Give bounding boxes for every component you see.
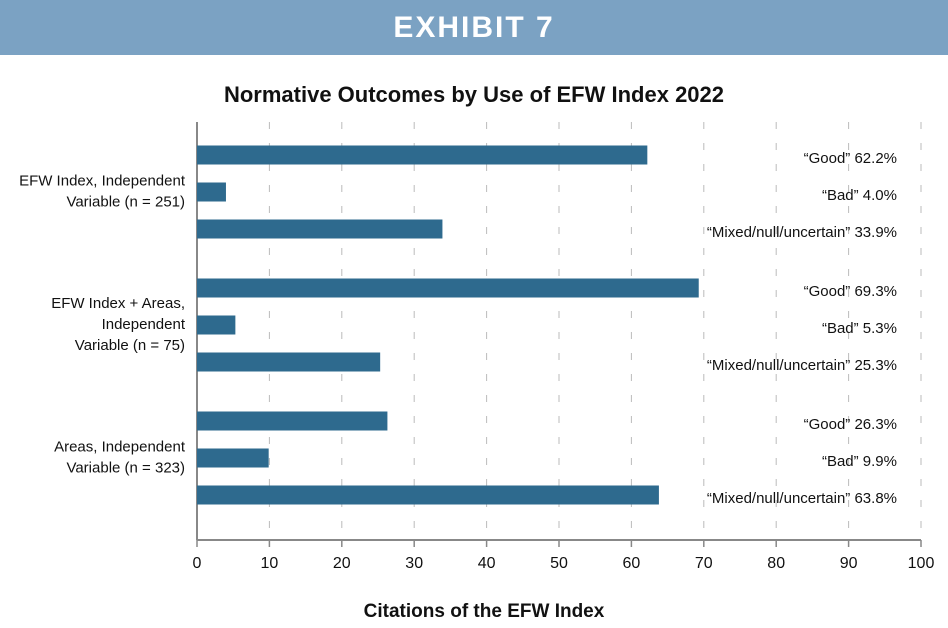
bar bbox=[197, 278, 699, 298]
y-tick-label: Areas, Independent bbox=[54, 438, 186, 455]
x-tick-label: 100 bbox=[908, 555, 935, 572]
data-label: “Bad” 9.9% bbox=[822, 453, 897, 470]
x-tick-label: 10 bbox=[261, 555, 279, 572]
y-tick-label: EFW Index, Independent bbox=[19, 172, 186, 189]
x-tick-label: 50 bbox=[550, 555, 568, 572]
x-tick-label: 90 bbox=[840, 555, 858, 572]
data-label: “Mixed/null/uncertain” 63.8% bbox=[707, 490, 897, 507]
x-tick-label: 80 bbox=[767, 555, 785, 572]
x-tick-label: 40 bbox=[478, 555, 496, 572]
y-tick-label: Variable (n = 75) bbox=[75, 337, 185, 354]
y-tick-label: Independent bbox=[102, 316, 186, 333]
y-tick-label: EFW Index + Areas, bbox=[51, 295, 185, 312]
bar bbox=[197, 145, 648, 165]
bar bbox=[197, 182, 226, 202]
data-label: “Bad” 5.3% bbox=[822, 320, 897, 337]
data-label: “Mixed/null/uncertain” 33.9% bbox=[707, 224, 897, 241]
header-banner bbox=[0, 0, 948, 55]
data-label: “Mixed/null/uncertain” 25.3% bbox=[707, 357, 897, 374]
header: EXHIBIT 7 bbox=[393, 11, 554, 44]
bar bbox=[197, 485, 659, 505]
data-label: “Good” 62.2% bbox=[804, 150, 897, 167]
bar bbox=[197, 315, 236, 335]
bar bbox=[197, 448, 269, 468]
x-tick-label: 30 bbox=[405, 555, 423, 572]
x-axis-label: Citations of the EFW Index bbox=[364, 601, 605, 622]
chart-title: Normative Outcomes by Use of EFW Index 2… bbox=[224, 82, 724, 107]
bar bbox=[197, 352, 381, 372]
y-tick-label: Variable (n = 251) bbox=[66, 193, 185, 210]
x-tick-label: 0 bbox=[193, 555, 202, 572]
x-tick-label: 20 bbox=[333, 555, 351, 572]
data-label: “Good” 69.3% bbox=[804, 283, 897, 300]
data-label: “Bad” 4.0% bbox=[822, 187, 897, 204]
bar bbox=[197, 219, 443, 239]
bar bbox=[197, 411, 388, 431]
x-tick-label: 70 bbox=[695, 555, 713, 572]
data-label: “Good” 26.3% bbox=[804, 416, 897, 433]
y-tick-label: Variable (n = 323) bbox=[66, 459, 185, 476]
x-tick-label: 60 bbox=[623, 555, 641, 572]
